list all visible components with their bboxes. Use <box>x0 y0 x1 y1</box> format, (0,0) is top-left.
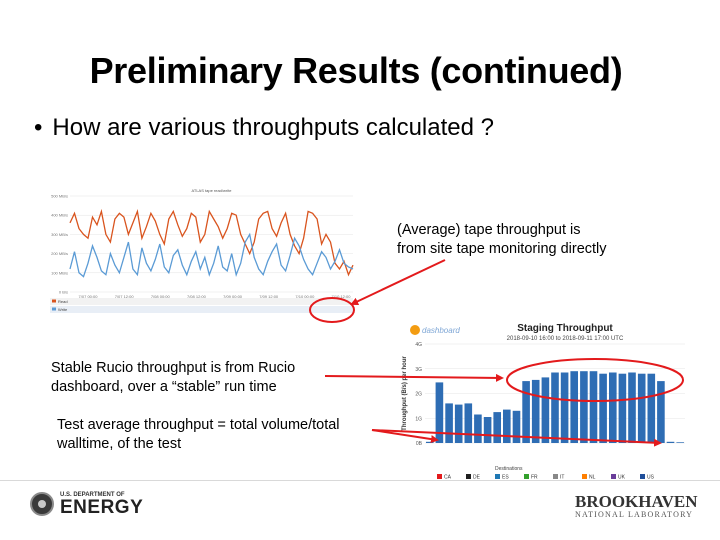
doe-logo-big-text: ENERGY <box>60 497 144 518</box>
note-tape-throughput: (Average) tape throughput is from site t… <box>397 222 607 257</box>
tape-chart-x-tick-label: 7/07 12:00 <box>115 294 135 299</box>
staging-chart-subtitle: 2018-09-10 16:00 to 2018-09-11 17:00 UTC <box>507 336 624 342</box>
tape-chart-y-tick-label: 200 MB/s <box>51 251 68 256</box>
staging-legend-label: ES <box>502 475 509 481</box>
staging-chart-x-axis-label: Destinations <box>495 466 523 472</box>
bnl-logo-big-text: BROOKHAVEN <box>575 492 698 511</box>
tape-chart-x-tick-label: 7/09 00:00 <box>223 294 243 299</box>
tape-chart-y-tick-label: 300 MB/s <box>51 232 68 237</box>
staging-bar <box>647 373 656 443</box>
tape-chart-y-tick-label: 500 MB/s <box>51 194 68 199</box>
staging-bar <box>512 410 521 443</box>
staging-chart-y-tick-label: 0B <box>416 441 423 447</box>
tape-chart-x-tick-label: 7/10 12:00 <box>332 294 352 299</box>
staging-legend-swatch <box>495 474 500 479</box>
staging-bar <box>474 414 482 443</box>
staging-chart-y-tick-label: 3G <box>415 367 422 373</box>
staging-legend-label: IT <box>560 475 564 481</box>
tape-legend-swatch <box>52 307 56 311</box>
staging-bar <box>589 371 598 443</box>
note-test-average: Test average throughput = total volume/t… <box>57 417 340 452</box>
bullet-text: How are various throughputs calculated ? <box>52 114 494 141</box>
tape-chart-x-tick-label: 7/08 00:00 <box>151 294 171 299</box>
staging-bar <box>483 417 492 443</box>
bullet-question: • How are various throughputs calculated … <box>34 114 494 142</box>
staging-bar <box>445 403 453 443</box>
staging-legend-swatch <box>611 474 616 479</box>
note-rucio-throughput: Stable Rucio throughput is from Rucio da… <box>51 360 296 395</box>
staging-legend-swatch <box>553 474 558 479</box>
staging-legend-label: NL <box>589 475 596 481</box>
footer-divider <box>0 480 720 481</box>
staging-chart-y-tick-label: 1G <box>415 416 422 422</box>
dashboard-logo-icon <box>410 325 420 335</box>
staging-bar <box>541 377 550 443</box>
staging-bar <box>637 373 646 443</box>
staging-chart-y-tick-label: 2G <box>415 392 422 398</box>
bullet-marker: • <box>34 114 43 141</box>
staging-bar <box>618 373 627 443</box>
staging-bar <box>435 382 444 443</box>
staging-chart-y-tick-label: 4G <box>415 342 422 348</box>
tape-series-line-read <box>69 208 354 277</box>
doe-seal-icon <box>30 492 54 516</box>
tape-note-arrow <box>350 259 446 306</box>
staging-bar <box>522 381 530 443</box>
staging-bar <box>676 442 684 443</box>
staging-bar <box>657 381 665 443</box>
staging-bar <box>551 372 559 443</box>
tape-legend-row <box>50 306 353 313</box>
tape-throughput-chart: ATLAS tape read/write 0 B/s 100 MB/s 200 MB… <box>48 184 358 324</box>
tape-legend-name: Read <box>58 299 68 304</box>
tape-chart-x-tick-label: 7/07 00:00 <box>79 294 99 299</box>
staging-legend-label: UK <box>618 475 626 481</box>
staging-chart-title: Staging Throughput <box>517 323 613 334</box>
staging-legend-swatch <box>582 474 587 479</box>
staging-legend-swatch <box>640 474 645 479</box>
staging-bar <box>560 372 569 443</box>
staging-legend-label: DE <box>473 475 481 481</box>
staging-legend-label: FR <box>531 475 538 481</box>
staging-legend-swatch <box>466 474 471 479</box>
staging-bar <box>426 441 434 443</box>
staging-bar <box>454 404 463 443</box>
tape-chart-x-tick-label: 7/08 12:00 <box>187 294 207 299</box>
tape-chart-y-tick-label: 100 MB/s <box>51 270 68 275</box>
doe-logo-small-text: U.S. DEPARTMENT OF <box>60 492 125 498</box>
staging-legend-label: US <box>647 475 655 481</box>
slide-title: Preliminary Results (continued) <box>89 50 623 91</box>
staging-throughput-chart: dashboard Staging Throughput 2018-09-10 16… <box>397 318 697 488</box>
tape-chart-title: ATLAS tape read/write <box>192 188 233 193</box>
staging-bar <box>580 371 588 443</box>
staging-chart-y-axis-label: Throughput (B/s) per hour <box>402 356 408 431</box>
staging-bar <box>609 372 617 443</box>
staging-legend-label: CA <box>444 475 452 481</box>
staging-bar <box>503 409 511 443</box>
staging-bar <box>493 412 501 443</box>
tape-chart-y-tick-label: 0 B/s <box>59 290 68 295</box>
tape-series-line-write <box>69 232 354 278</box>
staging-legend-swatch <box>437 474 442 479</box>
staging-bar <box>599 373 607 443</box>
tape-chart-x-tick-label: 7/09 12:00 <box>259 294 279 299</box>
bnl-logo: BROOKHAVEN NATIONAL LABORATORY <box>575 492 698 519</box>
tape-chart-y-tick-label: 400 MB/s <box>51 213 68 218</box>
staging-bar <box>464 403 473 443</box>
tape-legend-swatch <box>52 299 56 303</box>
staging-bar <box>570 371 578 443</box>
staging-bar <box>666 441 675 443</box>
tape-chart-x-tick-label: 7/10 00:00 <box>295 294 315 299</box>
staging-bar <box>628 372 636 443</box>
staging-bar <box>531 379 540 443</box>
tape-legend-name: Write <box>58 307 68 312</box>
bnl-logo-small-text: NATIONAL LABORATORY <box>575 510 694 519</box>
dashboard-logo-text: dashboard <box>422 326 460 335</box>
tape-legend-row <box>50 298 353 305</box>
staging-legend-swatch <box>524 474 529 479</box>
